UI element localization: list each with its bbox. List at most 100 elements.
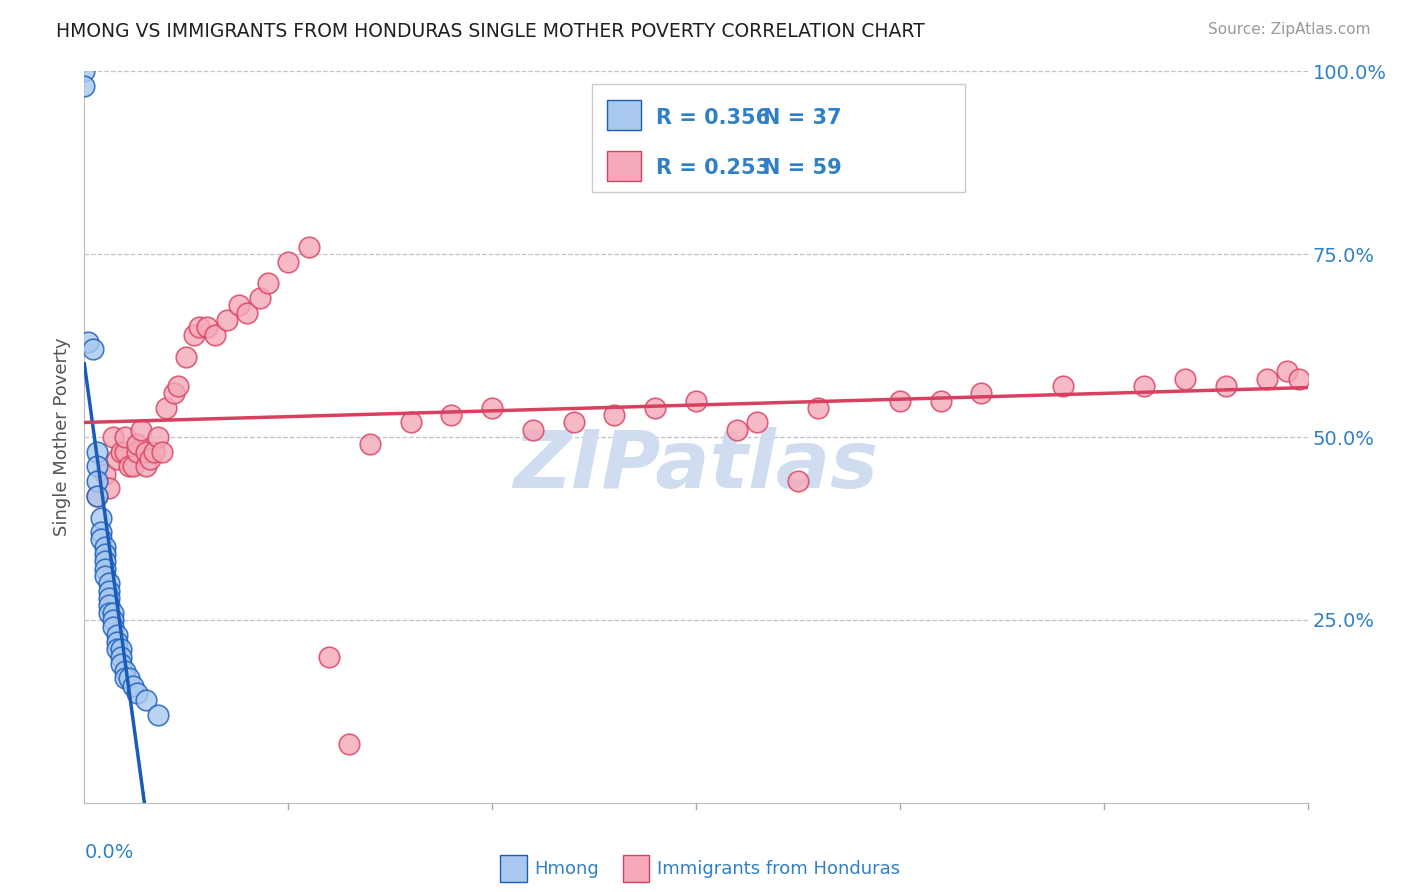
Point	[86, 459, 108, 474]
Text: 0.0%: 0.0%	[84, 843, 134, 862]
Point	[122, 459, 145, 474]
Point	[97, 481, 120, 495]
Point	[257, 277, 280, 291]
Point	[399, 416, 422, 430]
Point	[97, 606, 120, 620]
Point	[277, 254, 299, 268]
Point	[97, 599, 120, 613]
Point	[114, 672, 136, 686]
Point	[146, 708, 169, 723]
Text: ZIPatlas: ZIPatlas	[513, 427, 879, 506]
Point	[97, 583, 120, 598]
Point	[77, 334, 100, 349]
Point	[204, 327, 226, 342]
Text: N = 37: N = 37	[763, 109, 842, 128]
Y-axis label: Single Mother Poverty: Single Mother Poverty	[53, 338, 72, 536]
Point	[318, 649, 340, 664]
Point	[787, 474, 810, 488]
Point	[101, 430, 124, 444]
Point	[114, 430, 136, 444]
Point	[138, 452, 160, 467]
Text: R = 0.253: R = 0.253	[655, 158, 769, 178]
Point	[249, 291, 271, 305]
Point	[135, 459, 157, 474]
Point	[183, 327, 205, 342]
Point	[118, 672, 141, 686]
Point	[97, 576, 120, 591]
Point	[86, 489, 108, 503]
Point	[685, 393, 707, 408]
Point	[195, 320, 218, 334]
Point	[93, 467, 115, 481]
Point	[298, 240, 321, 254]
Point	[93, 562, 115, 576]
Point	[359, 437, 381, 451]
Point	[82, 343, 104, 357]
Point	[807, 401, 830, 415]
Point	[93, 540, 115, 554]
Point	[146, 430, 169, 444]
Point	[562, 416, 585, 430]
Point	[86, 444, 108, 458]
Point	[93, 554, 115, 568]
Point	[114, 664, 136, 678]
Point	[127, 444, 149, 458]
Point	[86, 474, 108, 488]
Point	[131, 423, 153, 437]
Point	[105, 627, 128, 641]
Text: Hmong: Hmong	[534, 860, 599, 878]
Point	[174, 350, 197, 364]
Point	[101, 606, 124, 620]
Point	[110, 444, 132, 458]
Point	[142, 444, 165, 458]
Point	[105, 642, 128, 657]
Point	[1256, 371, 1278, 385]
Point	[1052, 379, 1074, 393]
Bar	[623, 855, 650, 882]
Point	[110, 649, 132, 664]
Point	[644, 401, 666, 415]
Point	[150, 444, 173, 458]
Point	[1174, 371, 1197, 385]
Point	[105, 635, 128, 649]
Point	[93, 569, 115, 583]
Point	[747, 416, 769, 430]
Point	[929, 393, 952, 408]
Point	[228, 298, 250, 312]
Text: R = 0.356: R = 0.356	[655, 109, 769, 128]
Point	[1288, 371, 1310, 385]
Point	[73, 64, 96, 78]
Point	[155, 401, 177, 415]
FancyBboxPatch shape	[592, 84, 965, 192]
Point	[101, 613, 124, 627]
Point	[217, 313, 239, 327]
Point	[90, 510, 112, 524]
Bar	[606, 151, 641, 181]
Point	[163, 386, 186, 401]
Point	[86, 489, 108, 503]
Point	[1277, 364, 1299, 378]
Bar	[501, 855, 527, 882]
Point	[105, 452, 128, 467]
Point	[725, 423, 748, 437]
Point	[110, 642, 132, 657]
Bar	[606, 100, 641, 130]
Point	[90, 525, 112, 540]
Text: N = 59: N = 59	[763, 158, 842, 178]
Text: Source: ZipAtlas.com: Source: ZipAtlas.com	[1208, 22, 1371, 37]
Point	[339, 737, 361, 751]
Point	[889, 393, 911, 408]
Point	[118, 459, 141, 474]
Point	[440, 408, 463, 422]
Point	[1215, 379, 1237, 393]
Point	[122, 679, 145, 693]
Point	[522, 423, 544, 437]
Point	[187, 320, 209, 334]
Point	[167, 379, 190, 393]
Point	[101, 620, 124, 634]
Text: Immigrants from Honduras: Immigrants from Honduras	[657, 860, 900, 878]
Point	[73, 78, 96, 93]
Point	[90, 533, 112, 547]
Point	[236, 306, 259, 320]
Point	[110, 657, 132, 671]
